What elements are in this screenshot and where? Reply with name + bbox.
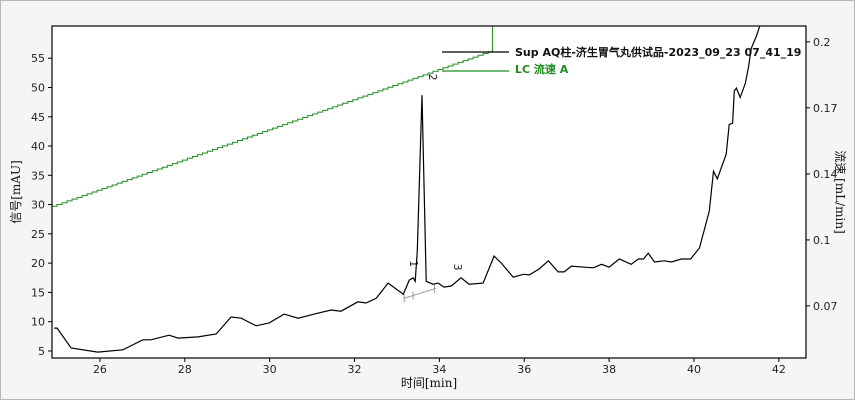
y2-tick-label: 0.17 bbox=[813, 102, 838, 115]
y2-tick-label: 0.07 bbox=[813, 300, 838, 313]
legend: Sup AQ柱-济生胃气丸供试品-2023_09_23 07_41_19 LC … bbox=[442, 45, 801, 76]
x-tick-label: 42 bbox=[772, 363, 786, 376]
x-tick-label: 30 bbox=[263, 363, 277, 376]
x-tick-label: 28 bbox=[178, 363, 192, 376]
y-tick-label: 45 bbox=[31, 111, 45, 124]
y2-tick-label: 0.14 bbox=[813, 168, 838, 181]
y-tick-label: 20 bbox=[31, 257, 45, 270]
y-tick-label: 40 bbox=[31, 140, 45, 153]
x-tick-label: 34 bbox=[432, 363, 446, 376]
x-axis-label: 时间[min] bbox=[401, 376, 457, 390]
plot-area bbox=[52, 26, 806, 358]
legend-label-signal: Sup AQ柱-济生胃气丸供试品-2023_09_23 07_41_19 bbox=[515, 45, 801, 59]
y-tick-label: 5 bbox=[38, 345, 45, 358]
peak-baseline bbox=[404, 287, 437, 299]
x-tick-label: 36 bbox=[517, 363, 531, 376]
legend-label-flow: LC 流速 A bbox=[515, 62, 569, 76]
y-tick-label: 30 bbox=[31, 199, 45, 212]
y-tick-label: 35 bbox=[31, 169, 45, 182]
y-tick-label: 15 bbox=[31, 286, 45, 299]
y-tick-label: 55 bbox=[31, 52, 45, 65]
series-group bbox=[52, 26, 761, 353]
signal-trace bbox=[54, 26, 761, 353]
y-tick-label: 50 bbox=[31, 81, 45, 94]
y2-tick-label: 0.2 bbox=[813, 36, 831, 49]
flow-rate-line bbox=[52, 26, 493, 207]
plot-border bbox=[51, 25, 807, 359]
peak-label: 3 bbox=[451, 264, 464, 271]
y-axis-label: 信号[mAU] bbox=[9, 160, 23, 224]
peak-label: 1 bbox=[407, 260, 420, 267]
y-tick-label: 25 bbox=[31, 228, 45, 241]
x-tick-label: 26 bbox=[93, 363, 107, 376]
y2-axis-label: 流速 [mL/min] bbox=[833, 150, 847, 234]
y-tick-label: 10 bbox=[31, 316, 45, 329]
x-tick-label: 32 bbox=[348, 363, 362, 376]
x-tick-label: 40 bbox=[687, 363, 701, 376]
peak-label: 2 bbox=[426, 74, 439, 81]
x-tick-label: 38 bbox=[602, 363, 616, 376]
y2-tick-label: 0.1 bbox=[813, 234, 831, 247]
